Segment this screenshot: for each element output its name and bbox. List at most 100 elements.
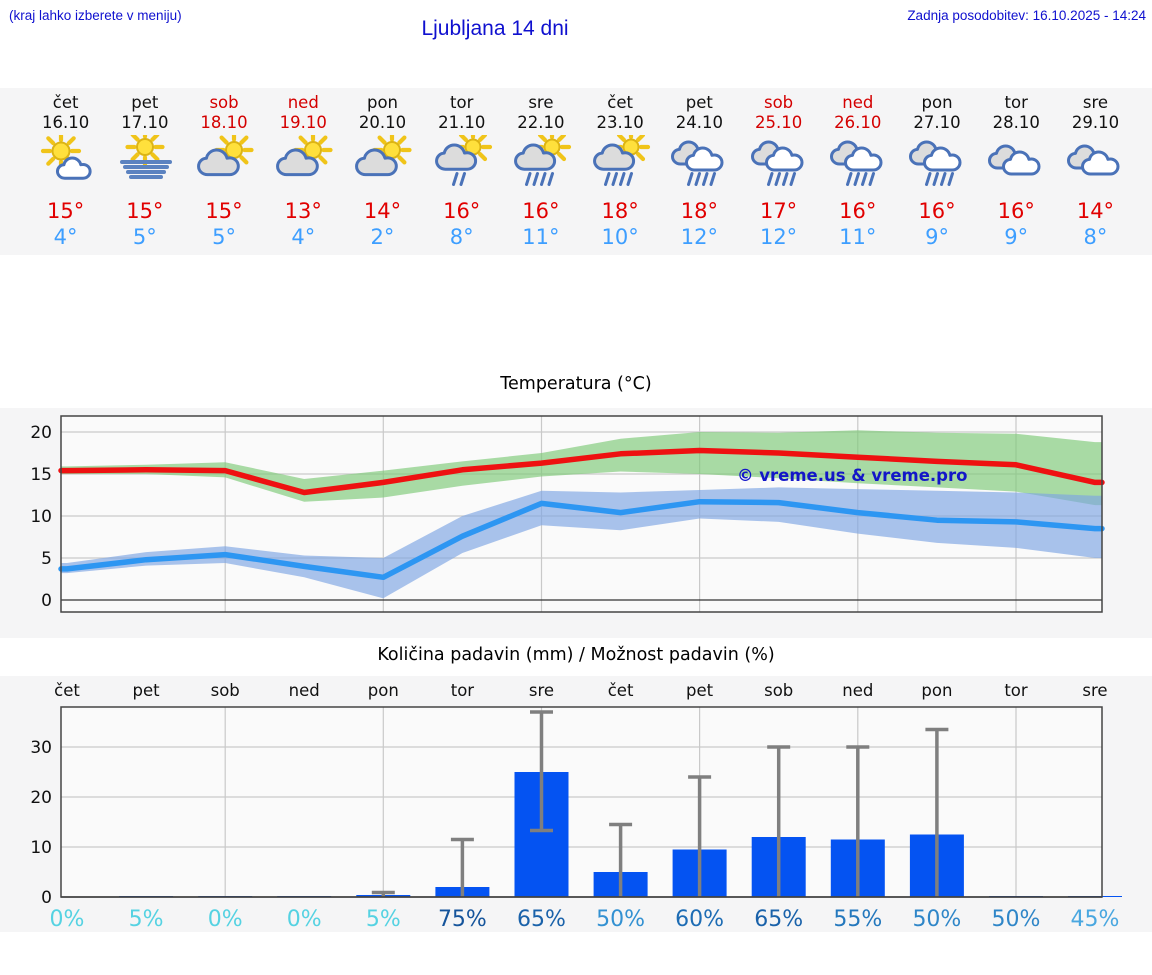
rain-drop bbox=[611, 172, 619, 186]
day-name: tor bbox=[450, 93, 474, 112]
day-name: pet bbox=[131, 93, 159, 112]
svg-text:30: 30 bbox=[30, 738, 52, 758]
cloud-shape bbox=[843, 146, 883, 172]
sun-ray bbox=[397, 135, 407, 145]
day-max-temperature: 16° bbox=[443, 199, 481, 223]
precip-probability: 60% bbox=[675, 907, 724, 932]
svg-text:ned: ned bbox=[842, 681, 873, 700]
day-column: čet 23.10 18° 10° bbox=[581, 93, 660, 255]
sun-ray bbox=[219, 135, 229, 145]
day-min-temperature: 8° bbox=[449, 225, 474, 249]
cloud-shape bbox=[513, 143, 557, 171]
day-column: sob 18.10 15° 5° bbox=[184, 93, 263, 255]
sun-ray bbox=[150, 132, 160, 142]
day-min-temperature: 8° bbox=[1083, 225, 1108, 249]
precip-probability: 0% bbox=[287, 907, 322, 932]
day-date: 19.10 bbox=[279, 113, 327, 132]
sun-ray bbox=[477, 152, 487, 162]
cloud-shape bbox=[593, 143, 636, 171]
day-name: sre bbox=[1082, 93, 1109, 112]
day-column: pon 20.10 14° 2° bbox=[343, 93, 422, 255]
day-name: čet bbox=[52, 93, 79, 112]
weather-icon-wrap bbox=[264, 130, 343, 189]
day-date: 25.10 bbox=[754, 113, 803, 132]
weather-icon-wrap bbox=[897, 135, 976, 189]
clouds-rain-icon bbox=[671, 140, 724, 186]
sun-ray bbox=[556, 152, 567, 162]
cloud-shape bbox=[685, 146, 724, 172]
last-updated: Zadnja posodobitev: 16.10.2025 - 14:24 bbox=[907, 8, 1146, 23]
rain-drop bbox=[604, 172, 611, 186]
weather-icon-wrap bbox=[581, 127, 660, 189]
day-column: pon 27.10 16° 9° bbox=[897, 93, 976, 255]
sun-ray bbox=[298, 135, 308, 145]
sun-ray bbox=[318, 155, 328, 165]
rain-drop bbox=[860, 172, 868, 186]
svg-text:10: 10 bbox=[30, 838, 52, 858]
day-column: sob 25.10 17° 12° bbox=[739, 93, 818, 255]
cloud-shape bbox=[1081, 150, 1120, 176]
day-column: ned 19.10 13° 4° bbox=[264, 93, 343, 255]
svg-text:20: 20 bbox=[30, 423, 52, 443]
precipitation-chart-title: Količina padavin (mm) / Možnost padavin … bbox=[377, 645, 775, 665]
sun-disc bbox=[51, 141, 71, 161]
svg-text:čet: čet bbox=[54, 681, 80, 700]
rain-drop bbox=[774, 172, 781, 186]
temperature-chart-title: Temperatura (°C) bbox=[500, 374, 652, 394]
watermark: © vreme.us & vreme.pro bbox=[737, 466, 967, 485]
day-name: tor bbox=[1004, 93, 1028, 112]
day-date: 22.10 bbox=[517, 113, 565, 132]
cloud-shape bbox=[276, 148, 320, 177]
precip-probability: 45% bbox=[1071, 907, 1120, 932]
day-column: sre 29.10 14° 8° bbox=[1056, 93, 1135, 255]
day-date: 23.10 bbox=[596, 113, 644, 132]
precip-probability: 50% bbox=[596, 907, 645, 932]
svg-text:pon: pon bbox=[368, 681, 399, 700]
min-temperature-line bbox=[58, 498, 1105, 581]
day-name: sob bbox=[763, 93, 794, 112]
sun-ray bbox=[239, 155, 249, 165]
rain-drop bbox=[789, 172, 796, 186]
day-name: pon bbox=[366, 93, 398, 112]
day-max-temperature: 17° bbox=[759, 199, 798, 223]
max-temperature-line bbox=[58, 447, 1105, 496]
day-min-temperature: 5° bbox=[212, 225, 236, 249]
precip-probability: 50% bbox=[912, 907, 961, 932]
cloud-sun-rain-icon bbox=[513, 127, 572, 186]
rain-drop bbox=[539, 172, 547, 186]
svg-text:20: 20 bbox=[30, 788, 52, 808]
sun-ray bbox=[45, 156, 55, 166]
day-min-temperature: 4° bbox=[291, 225, 316, 249]
sun-ray bbox=[537, 132, 547, 143]
cloud-shape bbox=[1002, 150, 1041, 176]
svg-text:pon: pon bbox=[921, 681, 952, 700]
sun-cloud-icon bbox=[40, 130, 92, 180]
rain-drop bbox=[451, 172, 459, 186]
day-date: 21.10 bbox=[438, 113, 486, 132]
rain-drop bbox=[932, 172, 940, 186]
day-column: čet 16.10 15° 4° bbox=[26, 93, 105, 255]
fog-sun-icon bbox=[119, 127, 172, 179]
rain-drop bbox=[766, 172, 774, 186]
day-name: ned bbox=[287, 93, 319, 112]
day-max-temperature: 16° bbox=[918, 199, 956, 223]
svg-text:čet: čet bbox=[608, 681, 634, 700]
day-name: pon bbox=[921, 93, 953, 112]
weather-icon-wrap bbox=[26, 130, 105, 189]
day-min-temperature: 12° bbox=[680, 225, 718, 249]
svg-text:10: 10 bbox=[30, 507, 52, 527]
rain-drop bbox=[687, 172, 694, 186]
rain-drop bbox=[947, 172, 955, 186]
precip-probability: 65% bbox=[754, 907, 803, 932]
day-min-temperature: 9° bbox=[1004, 225, 1029, 249]
y-axis-labels: 0 10 20 30 bbox=[30, 738, 52, 908]
clouds-icon bbox=[988, 144, 1041, 176]
svg-text:ned: ned bbox=[289, 681, 320, 700]
sun-ray bbox=[477, 132, 487, 143]
day-min-temperature: 10° bbox=[601, 225, 639, 249]
sun-ray bbox=[45, 136, 55, 146]
precip-probability: 50% bbox=[992, 907, 1041, 932]
weather-icon-wrap bbox=[1056, 135, 1135, 189]
day-max-temperature: 14° bbox=[1076, 199, 1115, 223]
